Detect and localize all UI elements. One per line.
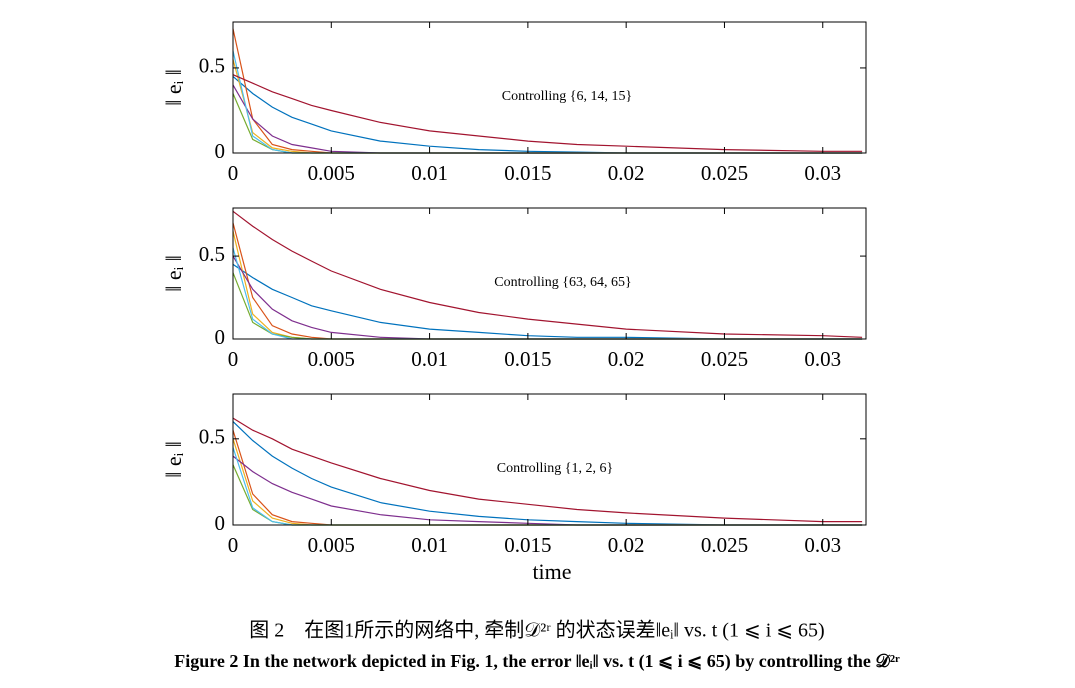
series-line xyxy=(232,75,863,154)
x-axis-label: time xyxy=(532,559,571,584)
x-tick-label: 0.005 xyxy=(308,161,355,185)
x-tick-label: 0.01 xyxy=(411,347,448,371)
y-tick-label: 0 xyxy=(215,139,226,163)
x-tick-label: 0.02 xyxy=(608,347,645,371)
x-tick-label: 0.025 xyxy=(701,161,748,185)
x-tick-label: 0.02 xyxy=(608,533,645,557)
x-tick-label: 0.01 xyxy=(411,161,448,185)
series-line xyxy=(232,417,863,523)
x-tick-label: 0.015 xyxy=(504,533,551,557)
x-tick-label: 0 xyxy=(228,161,239,185)
annotation: Controlling {1, 2, 6} xyxy=(497,461,614,476)
series-line xyxy=(232,438,863,526)
x-tick-label: 0.01 xyxy=(411,533,448,557)
x-tick-label: 0.015 xyxy=(504,161,551,185)
x-tick-label: 0.02 xyxy=(608,161,645,185)
x-tick-label: 0.025 xyxy=(701,347,748,371)
x-tick-label: 0.03 xyxy=(804,347,841,371)
y-tick-label: 0.5 xyxy=(199,54,225,78)
y-tick-label: 0 xyxy=(215,511,226,535)
y-tick-label: 0.5 xyxy=(199,425,225,449)
annotation: Controlling {63, 64, 65} xyxy=(494,275,632,290)
caption-english: Figure 2 In the network depicted in Fig.… xyxy=(174,651,900,672)
series-line xyxy=(232,447,863,526)
y-axis-label: ‖ eᵢ ‖ xyxy=(161,255,186,292)
y-tick-label: 0.5 xyxy=(199,242,225,266)
x-tick-label: 0.025 xyxy=(701,533,748,557)
series-line xyxy=(232,430,863,526)
x-tick-label: 0 xyxy=(228,533,239,557)
annotation: Controlling {6, 14, 15} xyxy=(502,89,633,104)
y-axis-label: ‖ eᵢ ‖ xyxy=(161,441,186,478)
x-tick-label: 0.005 xyxy=(308,347,355,371)
series-line xyxy=(232,59,863,154)
series-line xyxy=(232,210,863,338)
plot-frame xyxy=(232,21,867,154)
plot-frame xyxy=(232,207,867,340)
x-tick-label: 0 xyxy=(228,347,239,371)
plot-frame xyxy=(232,393,867,526)
series-line xyxy=(232,74,863,152)
y-axis-label: ‖ eᵢ ‖ xyxy=(161,69,186,106)
caption-chinese: 图 2 在图1所示的网络中, 牵制𝒟²ʳ 的状态误差‖eᵢ‖ vs. t (1 … xyxy=(249,619,824,642)
x-tick-label: 0.015 xyxy=(504,347,551,371)
y-tick-label: 0 xyxy=(215,325,226,349)
x-tick-label: 0.03 xyxy=(804,533,841,557)
x-tick-label: 0.03 xyxy=(804,161,841,185)
series-line xyxy=(232,247,863,340)
x-tick-label: 0.005 xyxy=(308,533,355,557)
